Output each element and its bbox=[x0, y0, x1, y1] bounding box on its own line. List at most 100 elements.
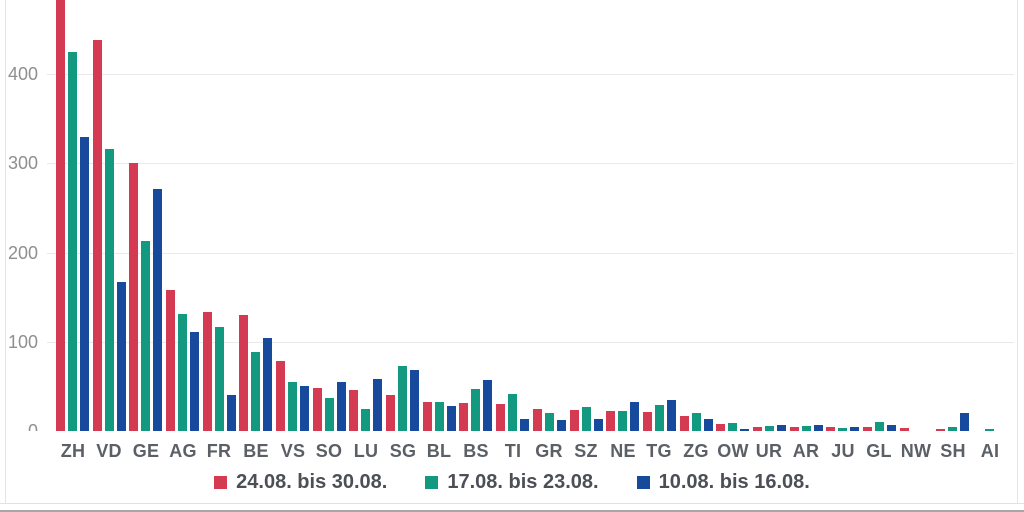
bar-BE-0 bbox=[239, 315, 248, 431]
gridline-100 bbox=[47, 342, 1014, 343]
bar-JU-1 bbox=[838, 428, 847, 431]
bar-UR-0 bbox=[753, 427, 762, 431]
bar-GR-0 bbox=[533, 409, 542, 431]
bar-SZ-2 bbox=[594, 419, 603, 431]
bar-BE-2 bbox=[263, 338, 272, 431]
x-tick-label-SH: SH bbox=[940, 441, 966, 461]
y-tick-label-400: 400 bbox=[7, 64, 38, 84]
plot-area: 0 100 200 300 400 bbox=[7, 0, 1014, 431]
bar-FR-2 bbox=[227, 395, 236, 431]
bar-TG-0 bbox=[643, 412, 652, 431]
bar-VS-2 bbox=[300, 386, 309, 431]
bar-GL-0 bbox=[863, 427, 872, 431]
gridline-400 bbox=[47, 74, 1014, 75]
x-tick-label-UR: UR bbox=[755, 441, 783, 461]
x-tick-label-AI: AI bbox=[980, 441, 1000, 461]
bar-NW-0 bbox=[900, 428, 909, 431]
bar-BL-2 bbox=[447, 406, 456, 431]
bar-AG-2 bbox=[190, 332, 199, 431]
bar-ZG-2 bbox=[704, 419, 713, 431]
bar-LU-0 bbox=[349, 390, 358, 431]
bar-UR-2 bbox=[777, 425, 786, 431]
bar-TI-2 bbox=[520, 419, 529, 431]
legend-item-1[interactable]: 17.08. bis 23.08. bbox=[425, 470, 599, 494]
x-tick-label-SO: SO bbox=[315, 441, 343, 461]
bar-BS-0 bbox=[459, 403, 468, 431]
bar-UR-1 bbox=[765, 426, 774, 431]
bar-BS-2 bbox=[483, 380, 492, 431]
bar-GE-0 bbox=[129, 163, 138, 431]
bar-AI-1 bbox=[985, 429, 994, 431]
bar-GR-1 bbox=[545, 413, 554, 431]
x-tick-label-SZ: SZ bbox=[574, 441, 598, 461]
card-border-left bbox=[5, 0, 6, 503]
bar-TI-1 bbox=[508, 394, 517, 431]
bar-ZH-2 bbox=[80, 137, 89, 431]
bar-SH-1 bbox=[948, 427, 957, 431]
bar-ZG-0 bbox=[680, 416, 689, 431]
bar-NE-1 bbox=[618, 411, 627, 431]
bar-AR-2 bbox=[814, 425, 823, 431]
bar-OW-1 bbox=[728, 423, 737, 431]
x-tick-label-TI: TI bbox=[504, 441, 522, 461]
bar-ZG-1 bbox=[692, 413, 701, 431]
bar-LU-1 bbox=[361, 409, 370, 431]
bar-SH-0 bbox=[936, 429, 945, 431]
bar-ZH-1 bbox=[68, 52, 77, 431]
bar-AG-1 bbox=[178, 314, 187, 431]
bar-ZH-0 bbox=[56, 0, 65, 431]
x-tick-label-BE: BE bbox=[243, 441, 269, 461]
x-tick-label-GE: GE bbox=[132, 441, 160, 461]
bar-SZ-0 bbox=[570, 410, 579, 431]
bar-SO-0 bbox=[313, 388, 322, 431]
x-tick-label-FR: FR bbox=[206, 441, 232, 461]
legend-swatch-icon bbox=[214, 475, 228, 489]
bar-GE-1 bbox=[141, 241, 150, 431]
bar-FR-0 bbox=[203, 312, 212, 431]
legend-item-2[interactable]: 10.08. bis 16.08. bbox=[636, 470, 810, 494]
bar-SO-1 bbox=[325, 398, 334, 431]
bar-AG-0 bbox=[166, 290, 175, 431]
legend-swatch-icon bbox=[636, 475, 650, 489]
bar-JU-2 bbox=[850, 427, 859, 431]
bar-VD-0 bbox=[93, 40, 102, 431]
x-tick-label-BL: BL bbox=[426, 441, 452, 461]
x-tick-label-JU: JU bbox=[831, 441, 855, 461]
bar-SO-2 bbox=[337, 382, 346, 431]
bar-GL-1 bbox=[875, 422, 884, 431]
bar-OW-2 bbox=[740, 429, 749, 431]
legend-label: 17.08. bis 23.08. bbox=[447, 470, 599, 493]
x-tick-label-VD: VD bbox=[96, 441, 122, 461]
x-tick-label-OW: OW bbox=[717, 441, 749, 461]
bar-OW-0 bbox=[716, 424, 725, 431]
bar-SH-2 bbox=[960, 413, 969, 431]
x-tick-label-AG: AG bbox=[169, 441, 197, 461]
bar-LU-2 bbox=[373, 379, 382, 431]
bar-AR-1 bbox=[802, 426, 811, 431]
x-tick-label-AR: AR bbox=[792, 441, 820, 461]
y-tick-label-300: 300 bbox=[7, 153, 38, 173]
bar-NE-0 bbox=[606, 411, 615, 431]
legend-label: 10.08. bis 16.08. bbox=[658, 470, 810, 493]
bar-TG-2 bbox=[667, 400, 676, 431]
bar-GE-2 bbox=[153, 189, 162, 431]
bar-GL-2 bbox=[887, 425, 896, 431]
x-tick-label-LU: LU bbox=[353, 441, 379, 461]
bar-SG-2 bbox=[410, 370, 419, 431]
bar-JU-0 bbox=[826, 427, 835, 431]
page-bottom-edge bbox=[0, 510, 1024, 512]
x-tick-label-ZG: ZG bbox=[683, 441, 709, 461]
legend-label: 24.08. bis 30.08. bbox=[236, 470, 388, 493]
legend-item-0[interactable]: 24.08. bis 30.08. bbox=[214, 471, 387, 494]
bar-AR-0 bbox=[790, 427, 799, 431]
x-tick-label-TG: TG bbox=[646, 441, 672, 461]
bar-GR-2 bbox=[557, 420, 566, 431]
bar-VD-1 bbox=[105, 149, 114, 431]
y-tick-label-200: 200 bbox=[7, 243, 38, 263]
x-tick-label-GL: GL bbox=[866, 441, 892, 461]
bar-NE-2 bbox=[630, 402, 639, 431]
gridline-200 bbox=[47, 253, 1014, 254]
bar-TI-0 bbox=[496, 404, 505, 431]
card-border-right bbox=[1017, 0, 1018, 503]
